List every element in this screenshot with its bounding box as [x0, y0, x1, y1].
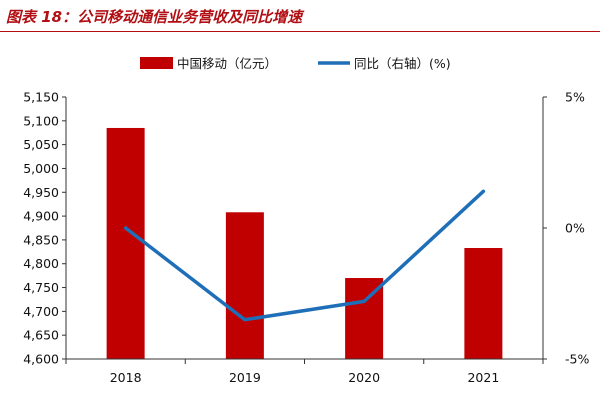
x-tick-label-2021: 2021 — [467, 370, 499, 385]
x-tick-label-2020: 2020 — [348, 370, 380, 385]
left-tick-label: 4,650 — [23, 328, 59, 343]
figure-title-bar: 图表 18：公司移动通信业务营收及同比增速 — [0, 0, 600, 32]
left-tick-label: 5,000 — [23, 161, 59, 176]
left-tick-label: 4,950 — [23, 185, 59, 200]
right-tick-label: 5% — [565, 90, 585, 105]
left-tick-label: 5,100 — [23, 113, 59, 128]
bar-2018 — [106, 127, 145, 359]
right-tick-label: -5% — [565, 352, 589, 367]
legend-line-label: 同比（右轴）(%) — [354, 56, 451, 71]
bar-2021 — [464, 248, 503, 359]
legend-bar-label: 中国移动（亿元） — [177, 56, 277, 71]
figure-title: 图表 18：公司移动通信业务营收及同比增速 — [6, 8, 303, 26]
left-tick-label: 4,850 — [23, 232, 59, 247]
left-tick-label: 4,800 — [23, 256, 59, 271]
left-tick-label: 4,700 — [23, 304, 59, 319]
left-tick-label: 4,900 — [23, 209, 59, 224]
x-tick-label-2018: 2018 — [110, 370, 142, 385]
bar-2019 — [225, 212, 264, 359]
x-tick-label-2019: 2019 — [229, 370, 261, 385]
legend-bar-swatch — [140, 57, 173, 69]
left-tick-label: 4,600 — [23, 352, 59, 367]
left-tick-label: 5,150 — [23, 90, 59, 105]
growth-line — [123, 189, 486, 322]
left-tick-label: 5,050 — [23, 137, 59, 152]
left-tick-label: 4,750 — [23, 280, 59, 295]
right-tick-label: 0% — [565, 221, 585, 236]
